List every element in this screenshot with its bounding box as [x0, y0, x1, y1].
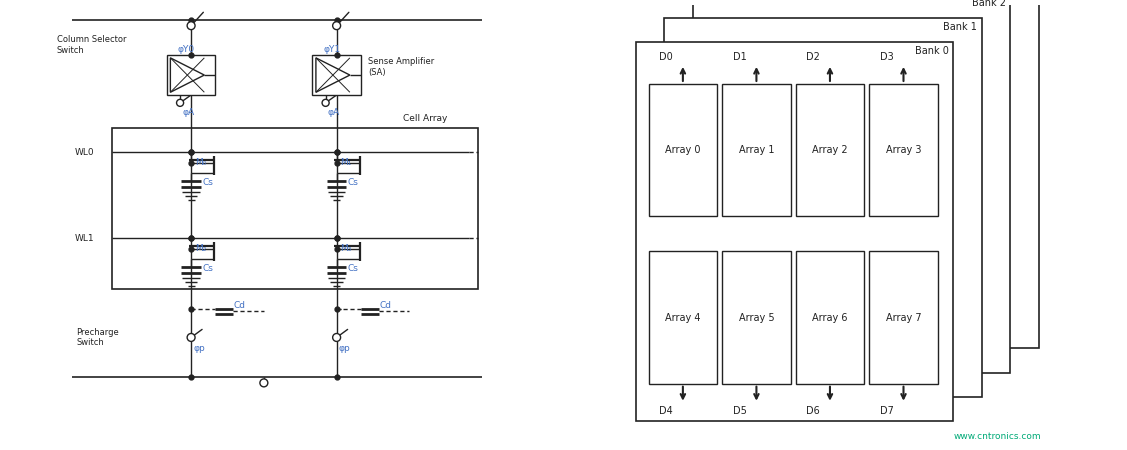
- Text: D0: D0: [659, 52, 673, 62]
- Circle shape: [332, 22, 340, 30]
- Text: φY0: φY0: [178, 45, 195, 54]
- Text: Cs: Cs: [347, 264, 358, 273]
- Text: WL0: WL0: [74, 148, 94, 157]
- Text: Column Selector
Switch: Column Selector Switch: [56, 36, 126, 55]
- Bar: [112, 128, 478, 289]
- Circle shape: [187, 333, 195, 342]
- Text: Cs: Cs: [347, 178, 358, 187]
- Bar: [167, 55, 215, 95]
- Text: Cs: Cs: [202, 178, 213, 187]
- Text: D6: D6: [806, 406, 819, 416]
- Text: Array 0: Array 0: [665, 145, 701, 155]
- Text: Precharge
Switch: Precharge Switch: [77, 328, 119, 347]
- Text: D2: D2: [806, 52, 820, 62]
- Bar: [636, 42, 953, 421]
- Bar: [722, 252, 790, 384]
- Text: Array 5: Array 5: [738, 313, 774, 323]
- Text: Cs: Cs: [202, 264, 213, 273]
- Circle shape: [322, 99, 329, 106]
- Text: φp: φp: [194, 344, 205, 353]
- Text: Array 4: Array 4: [665, 313, 701, 323]
- Bar: [664, 18, 982, 397]
- Bar: [721, 0, 1039, 348]
- Text: Cd: Cd: [234, 301, 246, 310]
- Text: WL1: WL1: [74, 234, 94, 243]
- Text: Array 6: Array 6: [813, 313, 848, 323]
- Text: M₃: M₃: [340, 243, 352, 252]
- Text: Array 1: Array 1: [738, 145, 774, 155]
- Text: φA: φA: [183, 108, 194, 117]
- Text: D7: D7: [879, 406, 894, 416]
- Text: Array 2: Array 2: [813, 145, 848, 155]
- Text: D5: D5: [733, 406, 746, 416]
- Text: M₀: M₀: [195, 158, 206, 166]
- Circle shape: [332, 333, 340, 342]
- Circle shape: [177, 99, 184, 106]
- Bar: [722, 84, 790, 216]
- Text: D3: D3: [879, 52, 894, 62]
- Bar: [869, 84, 938, 216]
- Text: Cell Array: Cell Array: [402, 114, 447, 123]
- Bar: [649, 84, 717, 216]
- Text: www.cntronics.com: www.cntronics.com: [953, 432, 1041, 441]
- Text: Bank 1: Bank 1: [943, 22, 977, 32]
- Bar: [869, 252, 938, 384]
- Text: φY1: φY1: [323, 45, 340, 54]
- Text: Bank 2: Bank 2: [971, 0, 1006, 8]
- Text: Bank 0: Bank 0: [915, 46, 949, 56]
- Text: Array 7: Array 7: [886, 313, 921, 323]
- Text: Array 3: Array 3: [886, 145, 921, 155]
- Text: Sense Amplifier
(SA): Sense Amplifier (SA): [369, 58, 435, 77]
- Text: D4: D4: [659, 406, 673, 416]
- Circle shape: [187, 22, 195, 30]
- Text: Cd: Cd: [380, 301, 391, 310]
- Bar: [312, 55, 361, 95]
- Text: φA: φA: [328, 108, 340, 117]
- Text: φp: φp: [339, 344, 350, 353]
- Bar: [649, 252, 717, 384]
- Text: D1: D1: [733, 52, 746, 62]
- Bar: [796, 252, 864, 384]
- Text: M₂: M₂: [195, 243, 206, 252]
- Bar: [796, 84, 864, 216]
- Text: M₁: M₁: [340, 158, 352, 166]
- Bar: [693, 0, 1011, 373]
- Circle shape: [260, 379, 268, 387]
